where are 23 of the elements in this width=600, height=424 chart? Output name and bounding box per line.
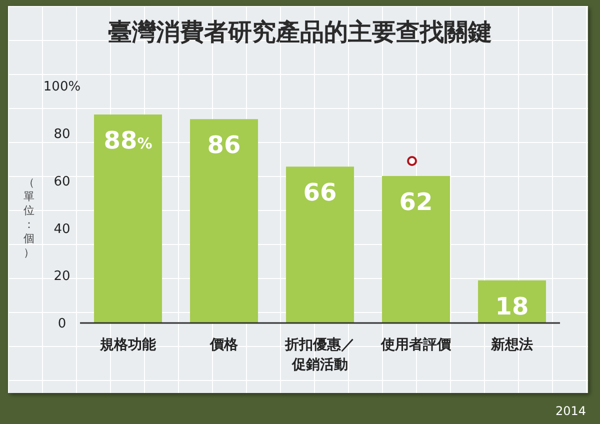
chart-title: 臺灣消費者研究產品的主要查找關鍵 <box>107 17 493 48</box>
y-tick-label: 80 <box>54 127 70 142</box>
data-label: 86 <box>207 131 241 160</box>
x-tick-label: 新想法 <box>490 336 533 353</box>
y-tick-label: 0 <box>58 316 66 332</box>
text: 2014 <box>555 404 586 418</box>
data-label: 18 <box>495 292 529 320</box>
x-tick-label: 使用者評價 <box>380 336 452 353</box>
y-tick-label: 20 <box>54 269 70 284</box>
y-tick-label: 60 <box>54 174 70 190</box>
data-label: 62 <box>399 188 433 216</box>
bar <box>190 119 258 323</box>
y-tick-label: 40 <box>54 222 70 237</box>
bar <box>382 176 450 323</box>
y-axis-title: （單位：個） <box>22 176 36 260</box>
x-tick-label: 折扣優惠／促銷活動 <box>284 337 355 373</box>
bar <box>94 114 162 323</box>
data-label: 66 <box>303 178 337 207</box>
x-tick-label: 價格 <box>209 337 239 353</box>
x-tick-label: 規格功能 <box>99 337 157 353</box>
bar <box>286 166 354 323</box>
y-tick-label: 100% <box>43 80 81 95</box>
data-label: 88% <box>104 126 152 154</box>
